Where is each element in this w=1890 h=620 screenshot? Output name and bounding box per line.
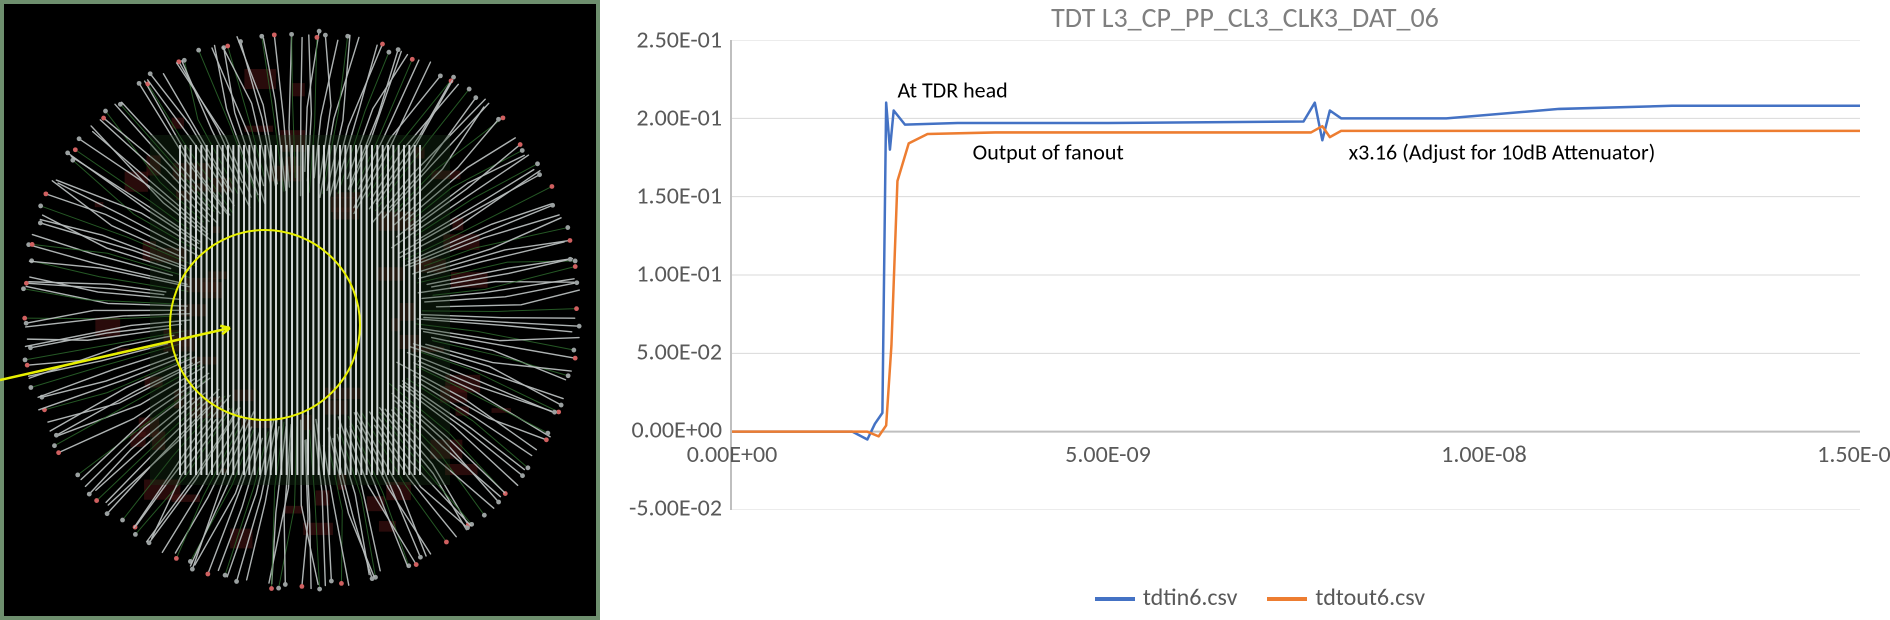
y-tick-label: 2.50E-01: [636, 26, 732, 55]
y-tick-label: 2.00E-01: [636, 104, 732, 133]
series-line-0: [732, 103, 1860, 440]
chart-plot-area: -5.00E-020.00E+005.00E-021.00E-011.50E-0…: [730, 40, 1860, 510]
y-tick-label: 1.00E-01: [636, 260, 732, 289]
y-tick-label: -5.00E-02: [629, 494, 732, 523]
pcb-panel: [0, 0, 600, 620]
y-tick-label: 5.00E-02: [636, 338, 732, 367]
x-tick-label: 5.00E-09: [1065, 434, 1151, 469]
chart-annotation: x3.16 (Adjust for 10dB Attenuator): [1349, 139, 1656, 166]
legend-label: tdtout6.csv: [1315, 583, 1425, 612]
legend-swatch: [1267, 597, 1307, 601]
x-tick-label: 1.50E-08: [1817, 434, 1890, 469]
x-tick-label: 1.00E-08: [1441, 434, 1527, 469]
pcb-layout-svg: [0, 0, 600, 620]
x-tick-label: 0.00E+00: [687, 434, 778, 469]
chart-annotation: At TDR head: [897, 76, 1007, 103]
chart-panel: TDT L3_CP_PP_CL3_CLK3_DAT_06 -5.00E-020.…: [600, 0, 1890, 620]
legend-swatch: [1095, 597, 1135, 601]
series-line-1: [732, 126, 1860, 436]
chart-legend: tdtin6.csv tdtout6.csv: [600, 583, 1890, 612]
chart-svg: [732, 40, 1860, 510]
chart-title: TDT L3_CP_PP_CL3_CLK3_DAT_06: [600, 0, 1890, 35]
y-tick-label: 1.50E-01: [636, 182, 732, 211]
chart-annotation: Output of fanout: [973, 139, 1124, 166]
legend-label: tdtin6.csv: [1143, 583, 1238, 612]
